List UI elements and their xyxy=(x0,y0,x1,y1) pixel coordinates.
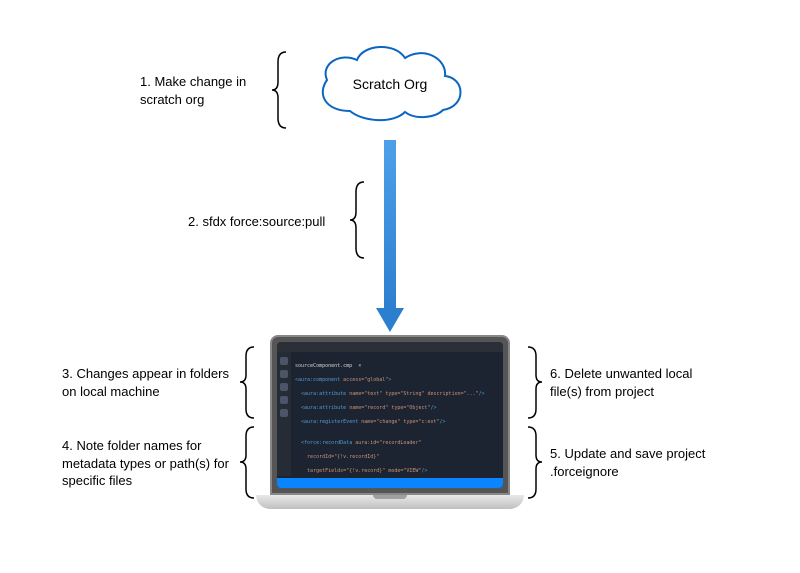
arrow-shaft xyxy=(384,140,396,310)
editor-statusbar xyxy=(277,478,503,488)
cloud-label: Scratch Org xyxy=(353,76,428,92)
brace-step-5 xyxy=(524,425,544,500)
cloud-node: Scratch Org xyxy=(305,36,475,131)
laptop-node: sourceComponent.cmp × <aura:component ac… xyxy=(256,335,524,523)
sidebar-icon xyxy=(280,409,288,417)
brace-step-4 xyxy=(238,425,258,500)
step-3-label: 3. Changes appear in folders on local ma… xyxy=(62,365,237,400)
editor-sidebar xyxy=(277,352,291,476)
code-editor-content: sourceComponent.cmp × <aura:component ac… xyxy=(295,356,499,488)
step-6-label: 6. Delete unwanted local file(s) from pr… xyxy=(550,365,725,400)
step-2-label: 2. sfdx force:source:pull xyxy=(188,213,348,231)
editor-titlebar xyxy=(277,342,503,352)
diagram-canvas: Scratch Org 1. Make change in scratch or… xyxy=(0,0,800,573)
brace-step-2 xyxy=(348,180,368,260)
brace-step-3 xyxy=(238,345,258,420)
laptop-notch xyxy=(373,495,407,499)
sidebar-icon xyxy=(280,383,288,391)
sidebar-icon xyxy=(280,357,288,365)
step-4-label: 4. Note folder names for metadata types … xyxy=(62,437,237,490)
step-1-label: 1. Make change in scratch org xyxy=(140,73,270,108)
sidebar-icon xyxy=(280,396,288,404)
step-5-label: 5. Update and save project .forceignore xyxy=(550,445,730,480)
brace-step-6 xyxy=(524,345,544,420)
arrow-head-icon xyxy=(376,308,404,332)
laptop-screen: sourceComponent.cmp × <aura:component ac… xyxy=(277,342,503,488)
flow-arrow xyxy=(378,140,402,330)
sidebar-icon xyxy=(280,370,288,378)
brace-step-1 xyxy=(270,50,290,130)
laptop-screen-bezel: sourceComponent.cmp × <aura:component ac… xyxy=(270,335,510,495)
